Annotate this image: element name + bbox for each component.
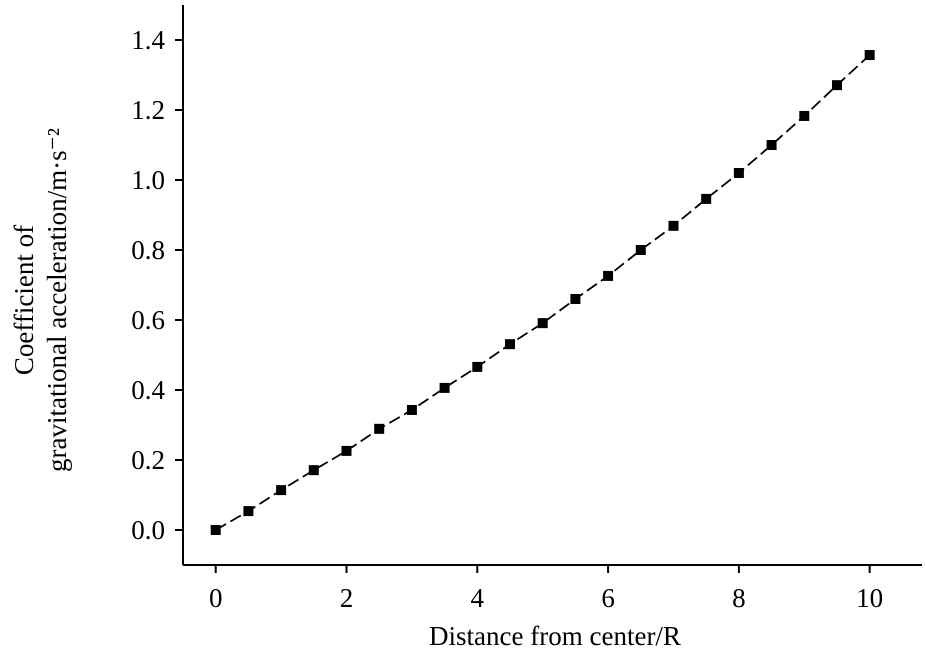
x-tick-label: 10 — [856, 583, 883, 613]
data-point — [374, 423, 385, 434]
y-tick-label: 0.2 — [131, 445, 165, 475]
y-axis-label: Coefficient of — [9, 225, 39, 375]
data-point — [799, 110, 810, 121]
y-tick-label: 0.4 — [131, 375, 165, 405]
data-point — [668, 220, 679, 231]
y-axis-label: gravitational acceleration/m·s⁻² — [42, 128, 72, 472]
x-tick-label: 2 — [340, 583, 354, 613]
x-tick-label: 4 — [471, 583, 485, 613]
data-point — [537, 318, 548, 329]
y-tick-label: 0.0 — [131, 515, 165, 545]
x-tick-label: 0 — [209, 583, 223, 613]
data-line — [215, 54, 871, 531]
data-point — [766, 140, 777, 150]
data-point — [570, 294, 581, 304]
data-point — [210, 525, 221, 535]
data-point — [635, 245, 646, 255]
data-point — [439, 382, 450, 393]
y-tick-label: 1.0 — [131, 165, 165, 195]
data-point — [864, 50, 875, 61]
data-point — [341, 445, 352, 456]
data-point — [472, 361, 483, 372]
data-point — [831, 80, 842, 91]
data-point — [733, 168, 744, 178]
x-tick-label: 8 — [732, 583, 746, 613]
data-point — [701, 193, 712, 204]
data-point — [603, 270, 614, 281]
y-tick-label: 1.2 — [131, 95, 165, 125]
data-point — [308, 465, 319, 476]
x-axis-label: Distance from center/R — [429, 621, 681, 651]
data-point — [276, 485, 287, 496]
data-point — [243, 506, 254, 517]
y-tick-label: 0.6 — [131, 305, 165, 335]
data-point — [406, 404, 417, 415]
x-tick-label: 6 — [601, 583, 615, 613]
data-point — [504, 339, 515, 350]
y-tick-label: 0.8 — [131, 235, 165, 265]
y-tick-label: 1.4 — [131, 25, 165, 55]
